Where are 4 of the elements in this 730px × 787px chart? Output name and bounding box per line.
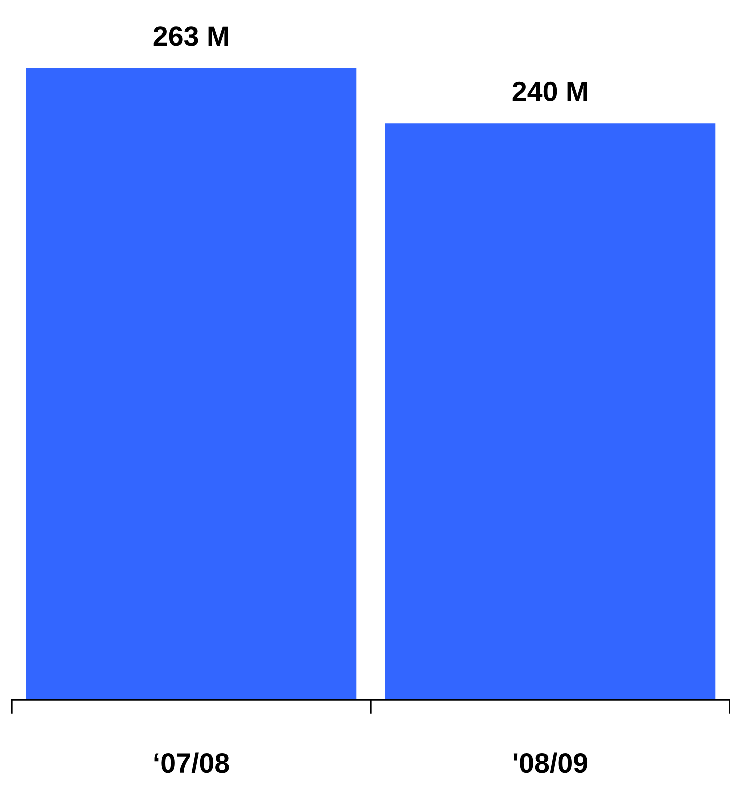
x-tick-label: ‘07/08 bbox=[154, 752, 230, 774]
x-tick-label: '08/09 bbox=[514, 752, 588, 774]
data-label: 263 M bbox=[154, 26, 228, 46]
data-label: 240 M bbox=[512, 82, 588, 102]
